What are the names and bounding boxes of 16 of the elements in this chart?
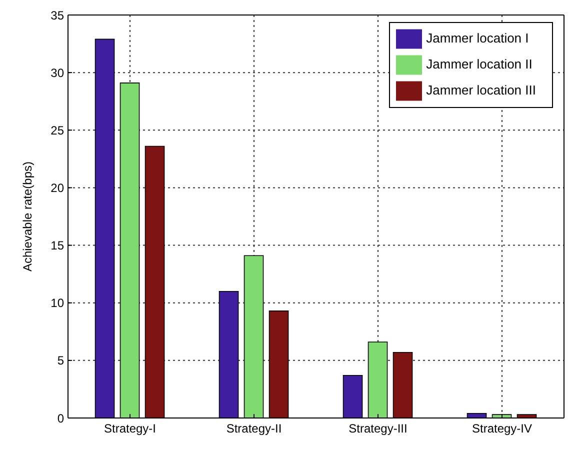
x-tick-label: Strategy-II (226, 422, 282, 436)
x-tick-label: Strategy-IV (472, 422, 532, 436)
y-tick-label: 5 (57, 354, 64, 368)
y-tick-label: 15 (50, 238, 64, 253)
y-tick-label: 25 (50, 123, 64, 138)
y-tick-label: 30 (50, 66, 64, 80)
x-tick-label: Strategy-I (104, 422, 156, 436)
y-tick-label: 10 (50, 296, 64, 310)
y-axis-title: Achievable rate(bps) (20, 161, 34, 272)
y-tick-label: 35 (50, 8, 64, 22)
x-tick-label: Strategy-III (348, 422, 408, 436)
y-tick-label: 20 (50, 180, 64, 195)
legend-label: Jammer location III (426, 82, 536, 98)
legend-label: Jammer location II (426, 56, 532, 72)
y-tick-label: 0 (57, 411, 64, 426)
legend-label: Jammer location I (426, 30, 529, 46)
